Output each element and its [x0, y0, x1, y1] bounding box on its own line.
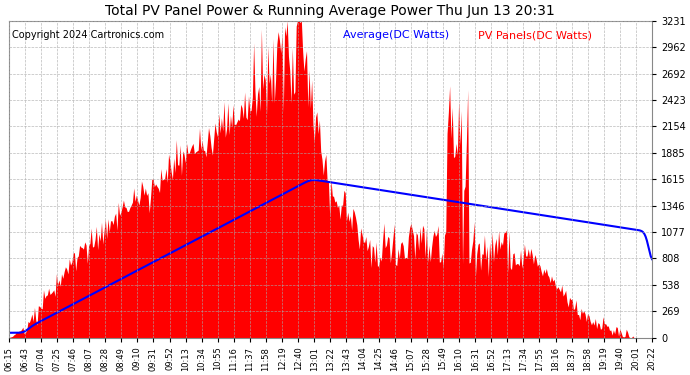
Text: PV Panels(DC Watts): PV Panels(DC Watts): [478, 30, 592, 40]
Text: Average(DC Watts): Average(DC Watts): [343, 30, 449, 40]
Title: Total PV Panel Power & Running Average Power Thu Jun 13 20:31: Total PV Panel Power & Running Average P…: [106, 4, 555, 18]
Text: Copyright 2024 Cartronics.com: Copyright 2024 Cartronics.com: [12, 30, 164, 40]
